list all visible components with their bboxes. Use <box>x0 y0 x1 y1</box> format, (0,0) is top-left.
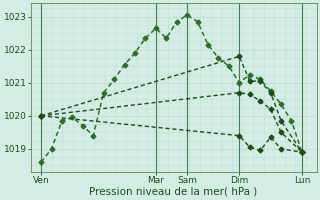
X-axis label: Pression niveau de la mer( hPa ): Pression niveau de la mer( hPa ) <box>90 187 258 197</box>
